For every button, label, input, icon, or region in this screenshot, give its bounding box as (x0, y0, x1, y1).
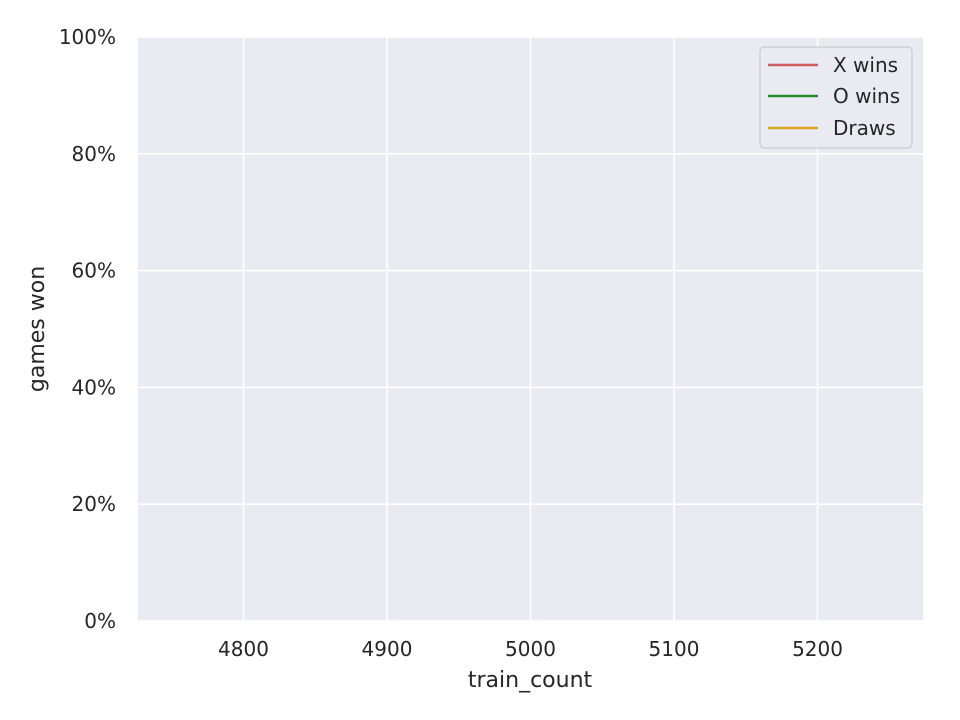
x-tick-label: 5000 (505, 637, 556, 661)
y-tick-label: 100% (59, 25, 116, 49)
x-tick-label: 4800 (218, 637, 269, 661)
grid-lines (138, 36, 923, 622)
y-tick-label: 20% (72, 492, 116, 516)
y-tick-label: 40% (72, 375, 116, 399)
legend-label: O wins (833, 84, 900, 108)
legend-label: X wins (833, 53, 898, 77)
y-tick-label: 60% (72, 259, 116, 283)
legend-box (759, 46, 913, 149)
y-tick-label: 80% (72, 142, 116, 166)
x-tick-label: 4900 (362, 637, 413, 661)
x-tick-label: 5200 (792, 637, 843, 661)
y-axis-label: games won (25, 266, 50, 392)
legend: X wins O wins Draws (759, 46, 913, 149)
legend-label: Draws (833, 116, 896, 140)
y-axis-ticks: 0% 20% 40% 60% 80% 100% (59, 25, 116, 633)
x-axis-ticks: 4800 4900 5000 5100 5200 (218, 637, 843, 661)
x-axis-label: train_count (468, 668, 593, 693)
x-tick-label: 5100 (649, 637, 700, 661)
y-tick-label: 0% (84, 609, 116, 633)
